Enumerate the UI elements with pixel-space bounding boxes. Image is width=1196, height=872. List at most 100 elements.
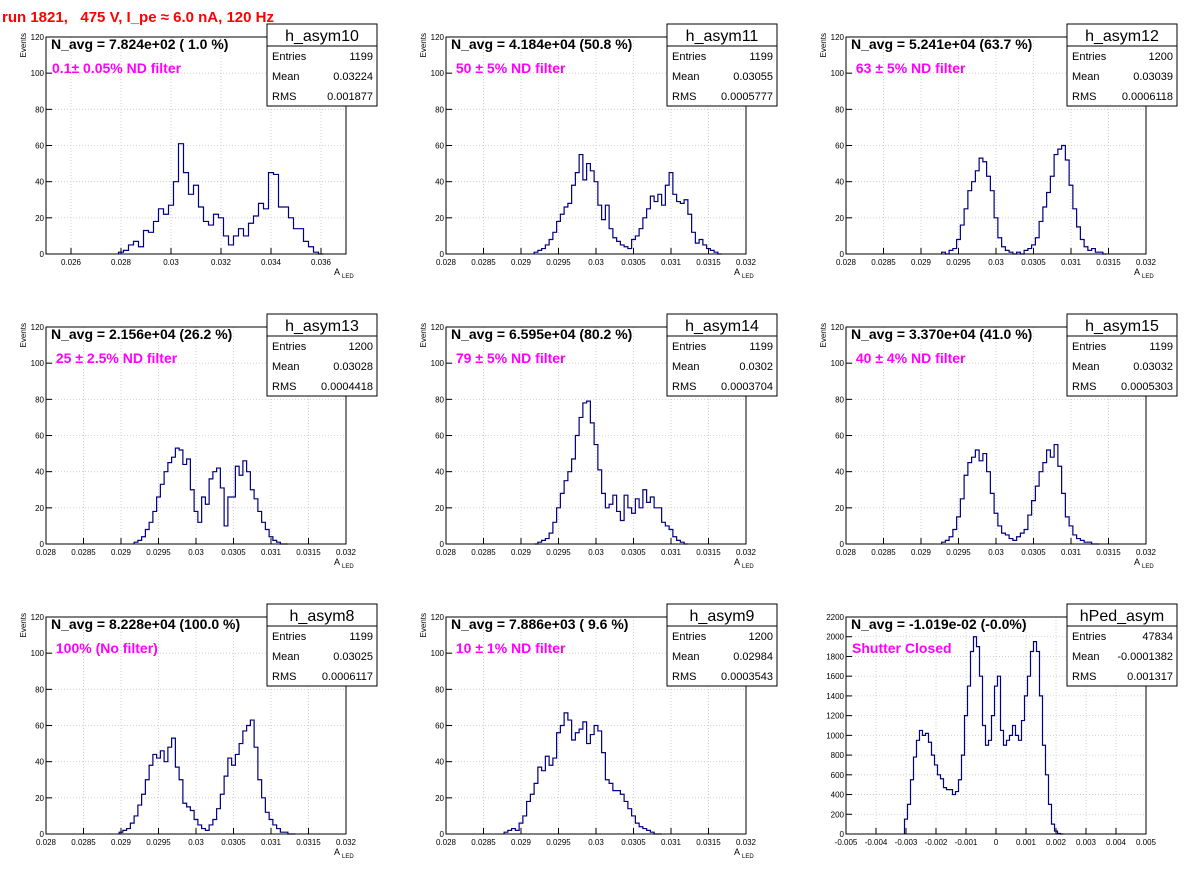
- x-tick-label: 0.0305: [221, 838, 246, 847]
- stats-box-frame: [1066, 603, 1178, 687]
- y-axis-label: Events: [19, 613, 28, 637]
- stat-label: Mean: [272, 361, 300, 373]
- x-axis-label-subscript: LED: [742, 274, 754, 280]
- histogram-panel: 0.028 0.0285 0.029 0.0295 0.03 0.0305 0.031 0.0…: [419, 23, 778, 280]
- x-tick-label: -0.002: [925, 838, 948, 847]
- y-axis-label: Events: [19, 33, 28, 57]
- x-tick-label: 0.032: [736, 258, 757, 267]
- y-axis-label: Events: [819, 323, 828, 347]
- x-tick-label: 0.03: [588, 548, 604, 557]
- stat-value: 1199: [749, 51, 773, 63]
- y-tick-label: 0: [40, 540, 45, 549]
- y-axis-label: Events: [419, 33, 428, 57]
- x-tick-label: 0.03: [588, 258, 604, 267]
- y-tick-label: 60: [435, 432, 444, 441]
- x-axis-label-subscript: LED: [1142, 274, 1154, 280]
- x-tick-label: 0.0295: [546, 838, 571, 847]
- y-tick-label: 20: [35, 504, 44, 513]
- stat-label: RMS: [272, 91, 296, 103]
- x-tick-label: 0.031: [261, 548, 282, 557]
- x-tick-label: 0.028: [436, 838, 457, 847]
- y-tick-label: 20: [35, 794, 44, 803]
- filter-label: 63 ± 5% ND filter: [852, 60, 966, 76]
- x-tick-label: 0.0315: [296, 838, 321, 847]
- x-tick-label: 0.031: [661, 838, 682, 847]
- stat-value: 0.0005303: [1121, 381, 1173, 393]
- x-tick-label: 0.03: [163, 258, 179, 267]
- x-tick-label: 0.029: [511, 258, 532, 267]
- y-tick-label: 0: [440, 830, 445, 839]
- x-tick-label: 0.026: [61, 258, 82, 267]
- x-axis-label-subscript: LED: [342, 854, 354, 860]
- stats-box-frame: [666, 313, 778, 397]
- stat-label: RMS: [272, 381, 296, 393]
- y-tick-label: 60: [835, 432, 844, 441]
- y-tick-label: 600: [831, 771, 845, 780]
- histogram-name: h_asym15: [1085, 318, 1159, 335]
- histogram-panel: 0.028 0.0285 0.029 0.0295 0.03 0.0305 0.031 0.0…: [819, 23, 1178, 280]
- y-tick-label: 120: [31, 33, 45, 42]
- x-axis-label: A: [334, 267, 340, 277]
- y-tick-label: 100: [431, 69, 445, 78]
- run-title: run 1821, 475 V, I_pe ≈ 6.0 nA, 120 Hz: [2, 9, 274, 26]
- navg-label: N_avg = 2.156e+04 (26.2 %): [51, 326, 232, 342]
- y-tick-label: 80: [835, 105, 844, 114]
- y-tick-label: 20: [435, 214, 444, 223]
- x-tick-label: 0.0295: [946, 548, 971, 557]
- y-tick-label: 80: [835, 395, 844, 404]
- x-axis-label-subscript: LED: [342, 564, 354, 570]
- filter-label: 10 ± 1% ND filter: [452, 640, 566, 656]
- x-tick-label: 0.0295: [146, 548, 171, 557]
- histogram-panel: 0.028 0.0285 0.029 0.0295 0.03 0.0305 0.031 0.0…: [19, 603, 378, 860]
- x-tick-label: 0.032: [1136, 258, 1157, 267]
- y-tick-label: 20: [835, 214, 844, 223]
- y-tick-label: 400: [831, 791, 845, 800]
- stat-label: Entries: [1072, 51, 1107, 63]
- y-tick-label: 100: [31, 359, 45, 368]
- histogram-name: h_asym8: [290, 608, 355, 625]
- y-tick-label: 120: [431, 613, 445, 622]
- x-tick-label: 0.0285: [471, 838, 496, 847]
- x-tick-label: 0.028: [436, 258, 457, 267]
- x-tick-label: 0.034: [261, 258, 282, 267]
- stat-value: 1200: [1149, 51, 1173, 63]
- histogram-panel: 0.028 0.0285 0.029 0.0295 0.03 0.0305 0.031 0.0…: [419, 603, 778, 860]
- x-tick-label: 0.0285: [471, 548, 496, 557]
- stats-box: h_asym12 Entries 1200 Mean 0.03039 RMS 0.00061…: [1066, 23, 1178, 107]
- stats-box-frame: [1066, 23, 1178, 107]
- stat-value: 0.02984: [733, 651, 773, 663]
- y-tick-label: 1000: [826, 731, 844, 740]
- stat-value: 0.03028: [333, 361, 373, 373]
- stat-label: Entries: [672, 341, 707, 353]
- stat-label: Entries: [1072, 631, 1107, 643]
- y-tick-label: 60: [435, 722, 444, 731]
- y-tick-label: 0: [440, 540, 445, 549]
- y-tick-label: 60: [35, 722, 44, 731]
- x-tick-label: 0.028: [111, 258, 132, 267]
- x-tick-label: 0.03: [188, 838, 204, 847]
- stat-value: 1199: [749, 341, 773, 353]
- y-tick-label: 100: [831, 359, 845, 368]
- stat-value: 0.0006117: [322, 671, 373, 683]
- x-axis-label: A: [1134, 267, 1140, 277]
- histogram-name: hPed_asym: [1080, 608, 1165, 625]
- stat-label: Mean: [272, 71, 300, 83]
- stat-label: RMS: [1072, 91, 1096, 103]
- filter-label: 25 ± 2.5% ND filter: [52, 350, 178, 366]
- stat-value: 1200: [349, 341, 373, 353]
- histogram-series: [941, 443, 1100, 545]
- stat-value: 47834: [1142, 631, 1173, 643]
- y-tick-label: 20: [835, 504, 844, 513]
- x-tick-label: 0.032: [736, 548, 757, 557]
- x-tick-label: 0.0285: [471, 258, 496, 267]
- x-tick-label: 0.028: [836, 548, 857, 557]
- stat-label: Mean: [1072, 361, 1100, 373]
- x-tick-label: 0.029: [911, 548, 932, 557]
- x-tick-label: -0.003: [895, 838, 918, 847]
- y-tick-label: 40: [435, 758, 444, 767]
- x-tick-label: 0.031: [661, 548, 682, 557]
- stat-value: 0.03055: [733, 71, 773, 83]
- stat-value: 1200: [749, 631, 773, 643]
- stat-value: 0.0302: [739, 361, 773, 373]
